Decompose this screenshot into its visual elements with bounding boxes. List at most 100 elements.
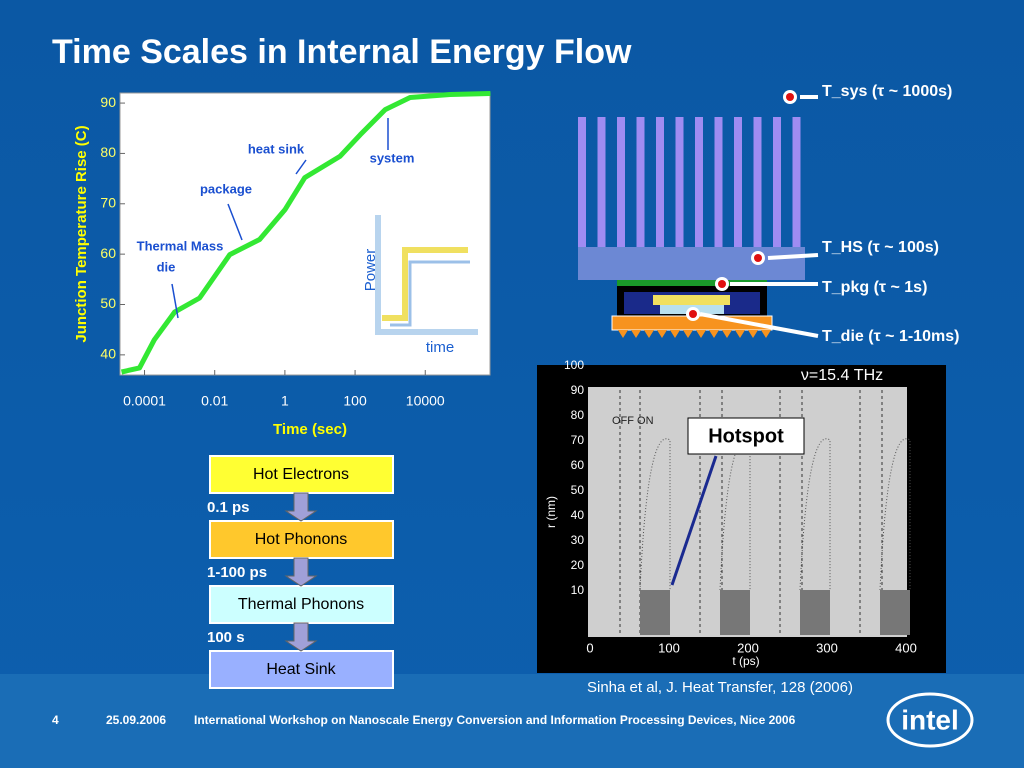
solder-ball: [761, 330, 771, 338]
solder-ball: [644, 330, 654, 338]
x-tick-label: 1: [281, 393, 289, 409]
y-tick-label: 40: [100, 346, 116, 362]
sim-y-tick: 30: [571, 533, 585, 547]
callout: Hotspot: [708, 425, 784, 447]
die: [653, 295, 730, 305]
switch-label: OFF ON: [612, 415, 654, 427]
label-t-hs: T_HS (τ ~ 100s): [822, 239, 939, 256]
marker-core: [689, 310, 697, 318]
power-inset: Power time: [362, 215, 478, 356]
sim-hot-region: [800, 590, 830, 635]
logo-ring: [886, 692, 974, 748]
y-tick-label: 70: [100, 194, 116, 210]
fin: [578, 117, 586, 247]
sim-y-tick: 40: [571, 508, 585, 522]
flow-time: 0.1 ps: [207, 499, 250, 516]
energy-flow: Hot Electrons Hot Phonons Thermal Phonons H…: [207, 455, 394, 689]
solder-ball: [670, 330, 680, 338]
event: International Workshop on Nanoscale Ener…: [194, 713, 796, 727]
fin: [792, 117, 801, 247]
flow-time: 100 s: [207, 629, 245, 646]
inset-y-label: Power: [362, 249, 379, 292]
fin: [675, 117, 684, 247]
fin: [734, 117, 742, 247]
flow-box-label: Hot Phonons: [255, 531, 348, 548]
sim-x-label: t (ps): [732, 654, 759, 668]
sim-hot-region: [880, 590, 910, 635]
sim-y-tick: 60: [571, 458, 585, 472]
sim-hot-region: [720, 590, 750, 635]
package-lid: [617, 280, 767, 286]
flow-box: [209, 650, 394, 689]
label-t-sys: T_sys (τ ~ 1000s): [822, 83, 952, 100]
annotation-arrow: [171, 283, 179, 319]
sim-y-tick: 20: [571, 558, 585, 572]
flow-arrow: [284, 492, 318, 522]
annotation-arrow: [295, 159, 307, 175]
series-line: [120, 91, 491, 375]
flow-box: [209, 455, 394, 494]
marker-core: [786, 93, 794, 101]
inset-step: [382, 247, 468, 321]
sim-x-tick: 0: [586, 640, 593, 655]
x-tick-label: 0.01: [201, 393, 228, 409]
sim-x-tick: 100: [658, 640, 680, 655]
sim-y-tick: 100: [564, 358, 584, 372]
annotation: system: [370, 150, 415, 165]
fin: [753, 117, 762, 247]
annotation: die: [157, 259, 176, 274]
citation: Sinha et al, J. Heat Transfer, 128 (2006…: [587, 679, 853, 696]
plot-area: [119, 92, 491, 376]
x-axis-label: Time (sec): [273, 421, 347, 438]
callout-arrow: [670, 455, 718, 586]
solder-ball: [722, 330, 732, 338]
solder-ball: [735, 330, 745, 338]
solder-balls: [618, 330, 771, 338]
solder-ball: [618, 330, 628, 338]
sim-y-tick: 50: [571, 483, 585, 497]
fin: [695, 117, 703, 247]
sim-y-tick: 10: [571, 583, 585, 597]
annotation: heat sink: [248, 141, 305, 156]
y-tick-label: 60: [100, 245, 116, 261]
annotation: Thermal Mass: [137, 238, 224, 253]
solder-ball: [683, 330, 693, 338]
marker-core: [754, 254, 762, 262]
x-tick-label: 10000: [406, 393, 445, 409]
solder-ball: [657, 330, 667, 338]
page-number: 4: [52, 713, 59, 727]
inset-step: [390, 260, 470, 327]
y-tick-label: 50: [100, 295, 116, 311]
sim-hot-region: [640, 590, 670, 635]
sim-y-label: r (nm): [544, 496, 558, 528]
slide-title: Time Scales in Internal Energy Flow: [52, 33, 632, 71]
solder-ball: [748, 330, 758, 338]
heat-sink-base: [578, 247, 805, 280]
sim-y-tick: 70: [571, 433, 585, 447]
x-tick-label: 100: [343, 393, 367, 409]
hotspot-markers: [686, 90, 797, 321]
fin: [617, 117, 625, 247]
annotation: package: [200, 181, 252, 196]
y-tick-label: 90: [100, 94, 116, 110]
sim-x-tick: 200: [737, 640, 759, 655]
y-axis-label: Junction Temperature Rise (C): [73, 125, 90, 342]
flow-box-label: Heat Sink: [266, 661, 336, 678]
solder-ball: [696, 330, 706, 338]
sim-y-tick: 80: [571, 408, 585, 422]
frequency-label: ν=15.4 THz: [801, 367, 883, 384]
solder-ball: [631, 330, 641, 338]
fin: [597, 117, 606, 247]
logo: intel: [901, 704, 959, 735]
flow-box-label: Hot Electrons: [253, 466, 349, 483]
fin: [636, 117, 645, 247]
callout-box: [687, 417, 805, 455]
flow-time: 1-100 ps: [207, 564, 267, 581]
flow-arrow: [284, 557, 318, 587]
leader-lines: [699, 95, 819, 338]
solder-ball: [709, 330, 719, 338]
inset-axes: [375, 215, 478, 335]
x-tick-label: 0.0001: [123, 393, 166, 409]
